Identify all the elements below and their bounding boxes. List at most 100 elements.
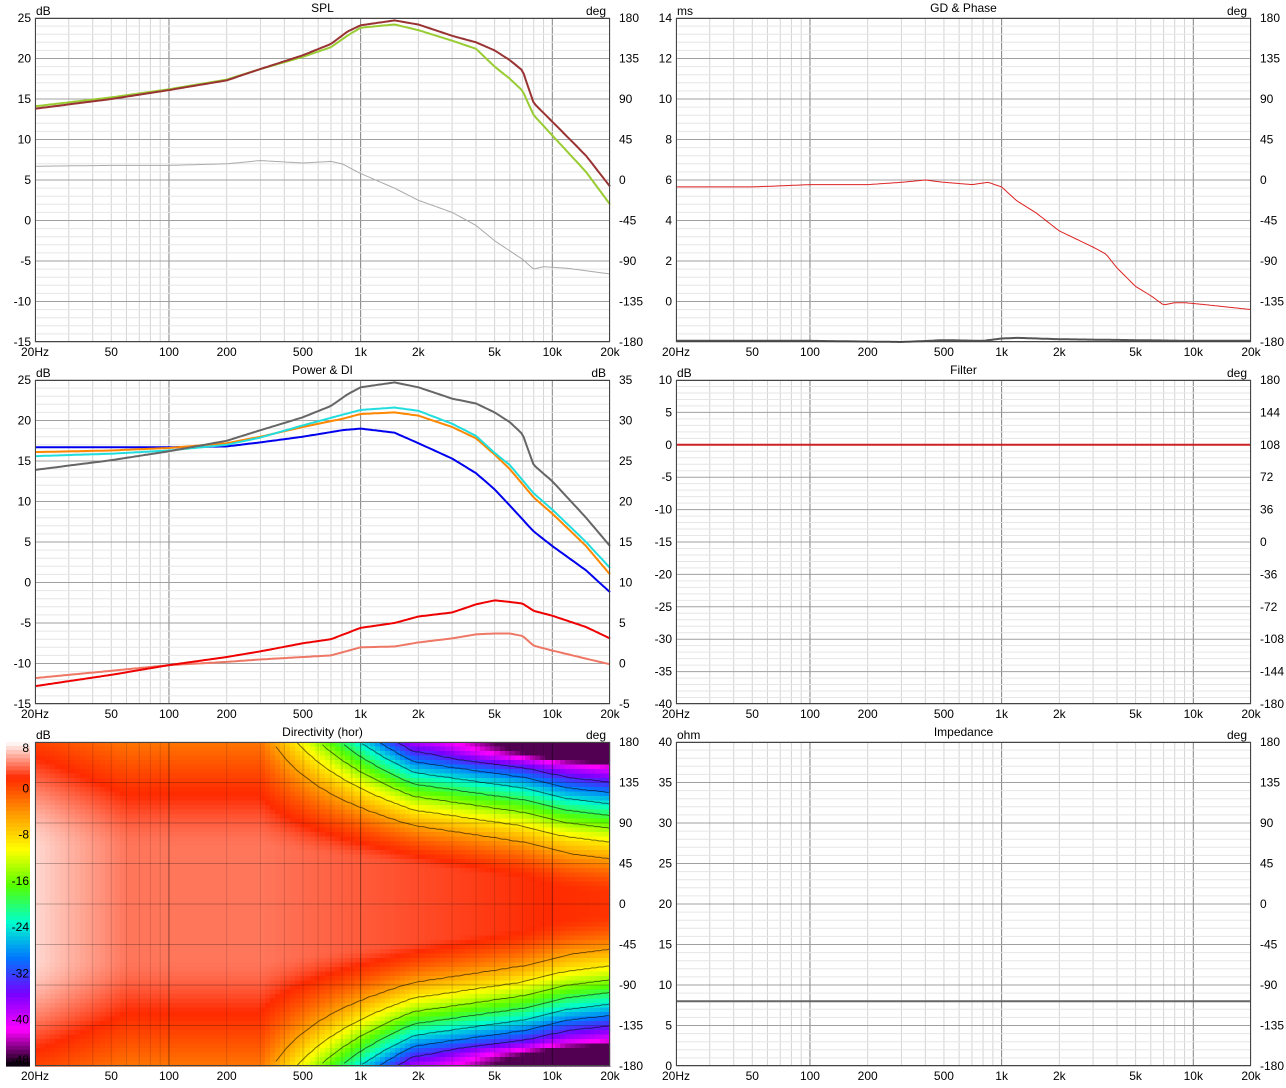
heatmap-cell [70,773,76,779]
heatmap-cell [255,755,261,761]
heatmap-cell [150,1048,156,1054]
heatmap-cell [260,854,266,860]
heatmap-cell [165,782,171,788]
heatmap-cell [70,868,76,874]
heatmap-cell [100,769,106,775]
heatmap-cell [100,868,106,874]
heatmap-cell [200,845,206,851]
heatmap-cell [135,769,141,775]
heatmap-cell [320,958,326,964]
heatmap-cell [165,944,171,950]
heatmap-cell [245,895,251,901]
heatmap-cell [270,998,276,1004]
heatmap-cell [65,998,71,1004]
heatmap-cell [160,800,166,806]
heatmap-cell [235,940,241,946]
heatmap-cell [250,958,256,964]
heatmap-cell [215,1061,221,1067]
heatmap-cell [305,895,311,901]
heatmap-cell [295,895,301,901]
heatmap-cell [310,872,316,878]
heatmap-cell [135,778,141,784]
heatmap-cell [260,742,266,748]
heatmap-cell [70,872,76,878]
heatmap-cell [225,1048,231,1054]
heatmap-cell [185,890,191,896]
heatmap-cell [230,962,236,968]
heatmap-cell [270,1039,276,1045]
heatmap-cell [125,805,131,811]
heatmap-cell [275,976,281,982]
heatmap-cell [105,1061,111,1067]
heatmap-cell [145,953,151,959]
heatmap-cell [200,1048,206,1054]
heatmap-cell [345,989,351,995]
heatmap-cell [85,886,91,892]
heatmap-cell [140,1025,146,1031]
heatmap-cell [90,926,96,932]
heatmap-cell [345,917,351,923]
heatmap-cell [85,809,91,815]
heatmap-cell [335,895,341,901]
heatmap-cell [270,926,276,932]
heatmap-cell [85,944,91,950]
heatmap-cell [145,764,151,770]
heatmap-cell [90,980,96,986]
heatmap-cell [250,800,256,806]
heatmap-cell [190,764,196,770]
heatmap-cell [310,958,316,964]
heatmap-cell [260,1048,266,1054]
heatmap-cell [145,1039,151,1045]
heatmap-cell [285,1048,291,1054]
heatmap-cell [285,796,291,802]
heatmap-cell [340,1043,346,1049]
x-tick-label: 20Hz [662,707,690,721]
heatmap-cell [115,962,121,968]
heatmap-cell [150,895,156,901]
heatmap-cell [230,854,236,860]
heatmap-cell [85,980,91,986]
heatmap-cell [155,863,161,869]
heatmap-cell [75,1048,81,1054]
y-tick-label: 5 [24,535,31,549]
heatmap-cell [255,1043,261,1049]
heatmap-cell [195,868,201,874]
heatmap-cell [285,769,291,775]
heatmap-cell [170,985,176,991]
heatmap-cell [80,841,86,847]
heatmap-cell [190,845,196,851]
heatmap-cell [90,1030,96,1036]
heatmap-cell [300,949,306,955]
heatmap-cell [250,746,256,752]
heatmap-cell [300,1012,306,1018]
heatmap-cell [275,818,281,824]
heatmap-cell [320,944,326,950]
heatmap-cell [245,958,251,964]
heatmap-cell [45,1007,51,1013]
heatmap-cell [110,782,116,788]
heatmap-cell [85,832,91,838]
heatmap-cell [235,949,241,955]
heatmap-cell [320,773,326,779]
heatmap-cell [240,1025,246,1031]
heatmap-cell [290,985,296,991]
heatmap-cell [320,913,326,919]
heatmap-cell [200,985,206,991]
heatmap-cell [95,872,101,878]
heatmap-cell [40,1021,46,1027]
heatmap-cell [120,760,126,766]
heatmap-cell [330,805,336,811]
heatmap-cell [80,742,86,748]
heatmap-cell [55,778,61,784]
heatmap-cell [170,1048,176,1054]
heatmap-cell [100,976,106,982]
heatmap-cell [130,773,136,779]
heatmap-cell [180,841,186,847]
heatmap-cell [290,913,296,919]
heatmap-cell [235,854,241,860]
heatmap-cell [315,958,321,964]
heatmap-cell [185,895,191,901]
heatmap-cell [105,1007,111,1013]
heatmap-cell [280,841,286,847]
heatmap-cell [85,895,91,901]
